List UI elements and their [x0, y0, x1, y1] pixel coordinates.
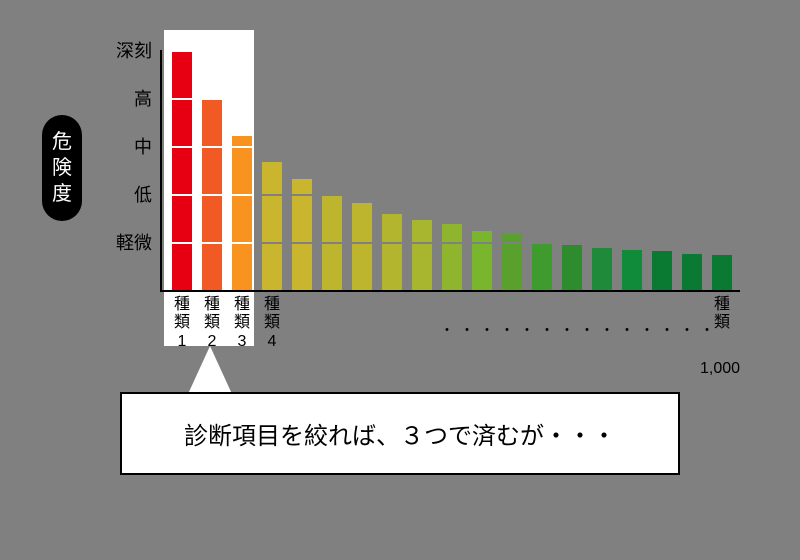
chart-bar	[562, 243, 582, 290]
x-tick-label: 種類3	[232, 296, 252, 351]
chart-bar	[292, 177, 312, 290]
chart-bar	[352, 201, 372, 290]
chart-bar	[472, 229, 492, 290]
y-tick-label: 低	[134, 181, 152, 207]
chart-bar	[712, 253, 732, 290]
x-axis-line	[160, 290, 740, 292]
y-axis-title: 危険度	[52, 129, 72, 207]
x-tick-label: 種類1	[172, 296, 192, 351]
y-axis-title-badge: 危険度	[42, 115, 82, 221]
chart-bar	[232, 134, 252, 290]
chart-bar	[532, 242, 552, 290]
y-tick-label: 深刻	[116, 37, 152, 63]
chart-bar	[622, 248, 642, 290]
y-tick-label: 軽微	[116, 229, 152, 255]
y-axis-ticks: 深刻高中低軽微	[108, 50, 158, 290]
y-tick-label: 中	[134, 133, 152, 159]
bar-chart	[160, 50, 740, 290]
x-tick-sublabel: 1,000	[700, 360, 740, 378]
chart-bar	[442, 222, 462, 290]
chart-bar	[172, 50, 192, 290]
x-axis-labels: 種類1種類2種類3種類4種類1,000	[160, 296, 740, 386]
chart-bar	[652, 249, 672, 290]
callout-box: 診断項目を絞れば、３つで済むが・・・	[120, 392, 680, 475]
chart-bar	[502, 231, 522, 290]
callout-text: 診断項目を絞れば、３つで済むが・・・	[184, 423, 616, 450]
x-tick-label: 種類2	[202, 296, 222, 351]
x-axis-ellipsis: ・・・・・・・・・・・・・・	[440, 320, 720, 340]
chart-bar	[682, 252, 702, 290]
chart-bar	[412, 218, 432, 290]
x-tick-label: 種類4	[262, 296, 282, 351]
chart-bar	[592, 246, 612, 290]
chart-bar	[262, 160, 282, 290]
chart-bar	[322, 192, 342, 290]
chart-bar	[382, 212, 402, 290]
callout-pointer	[188, 346, 232, 394]
y-tick-label: 高	[134, 85, 152, 111]
chart-bar	[202, 98, 222, 290]
